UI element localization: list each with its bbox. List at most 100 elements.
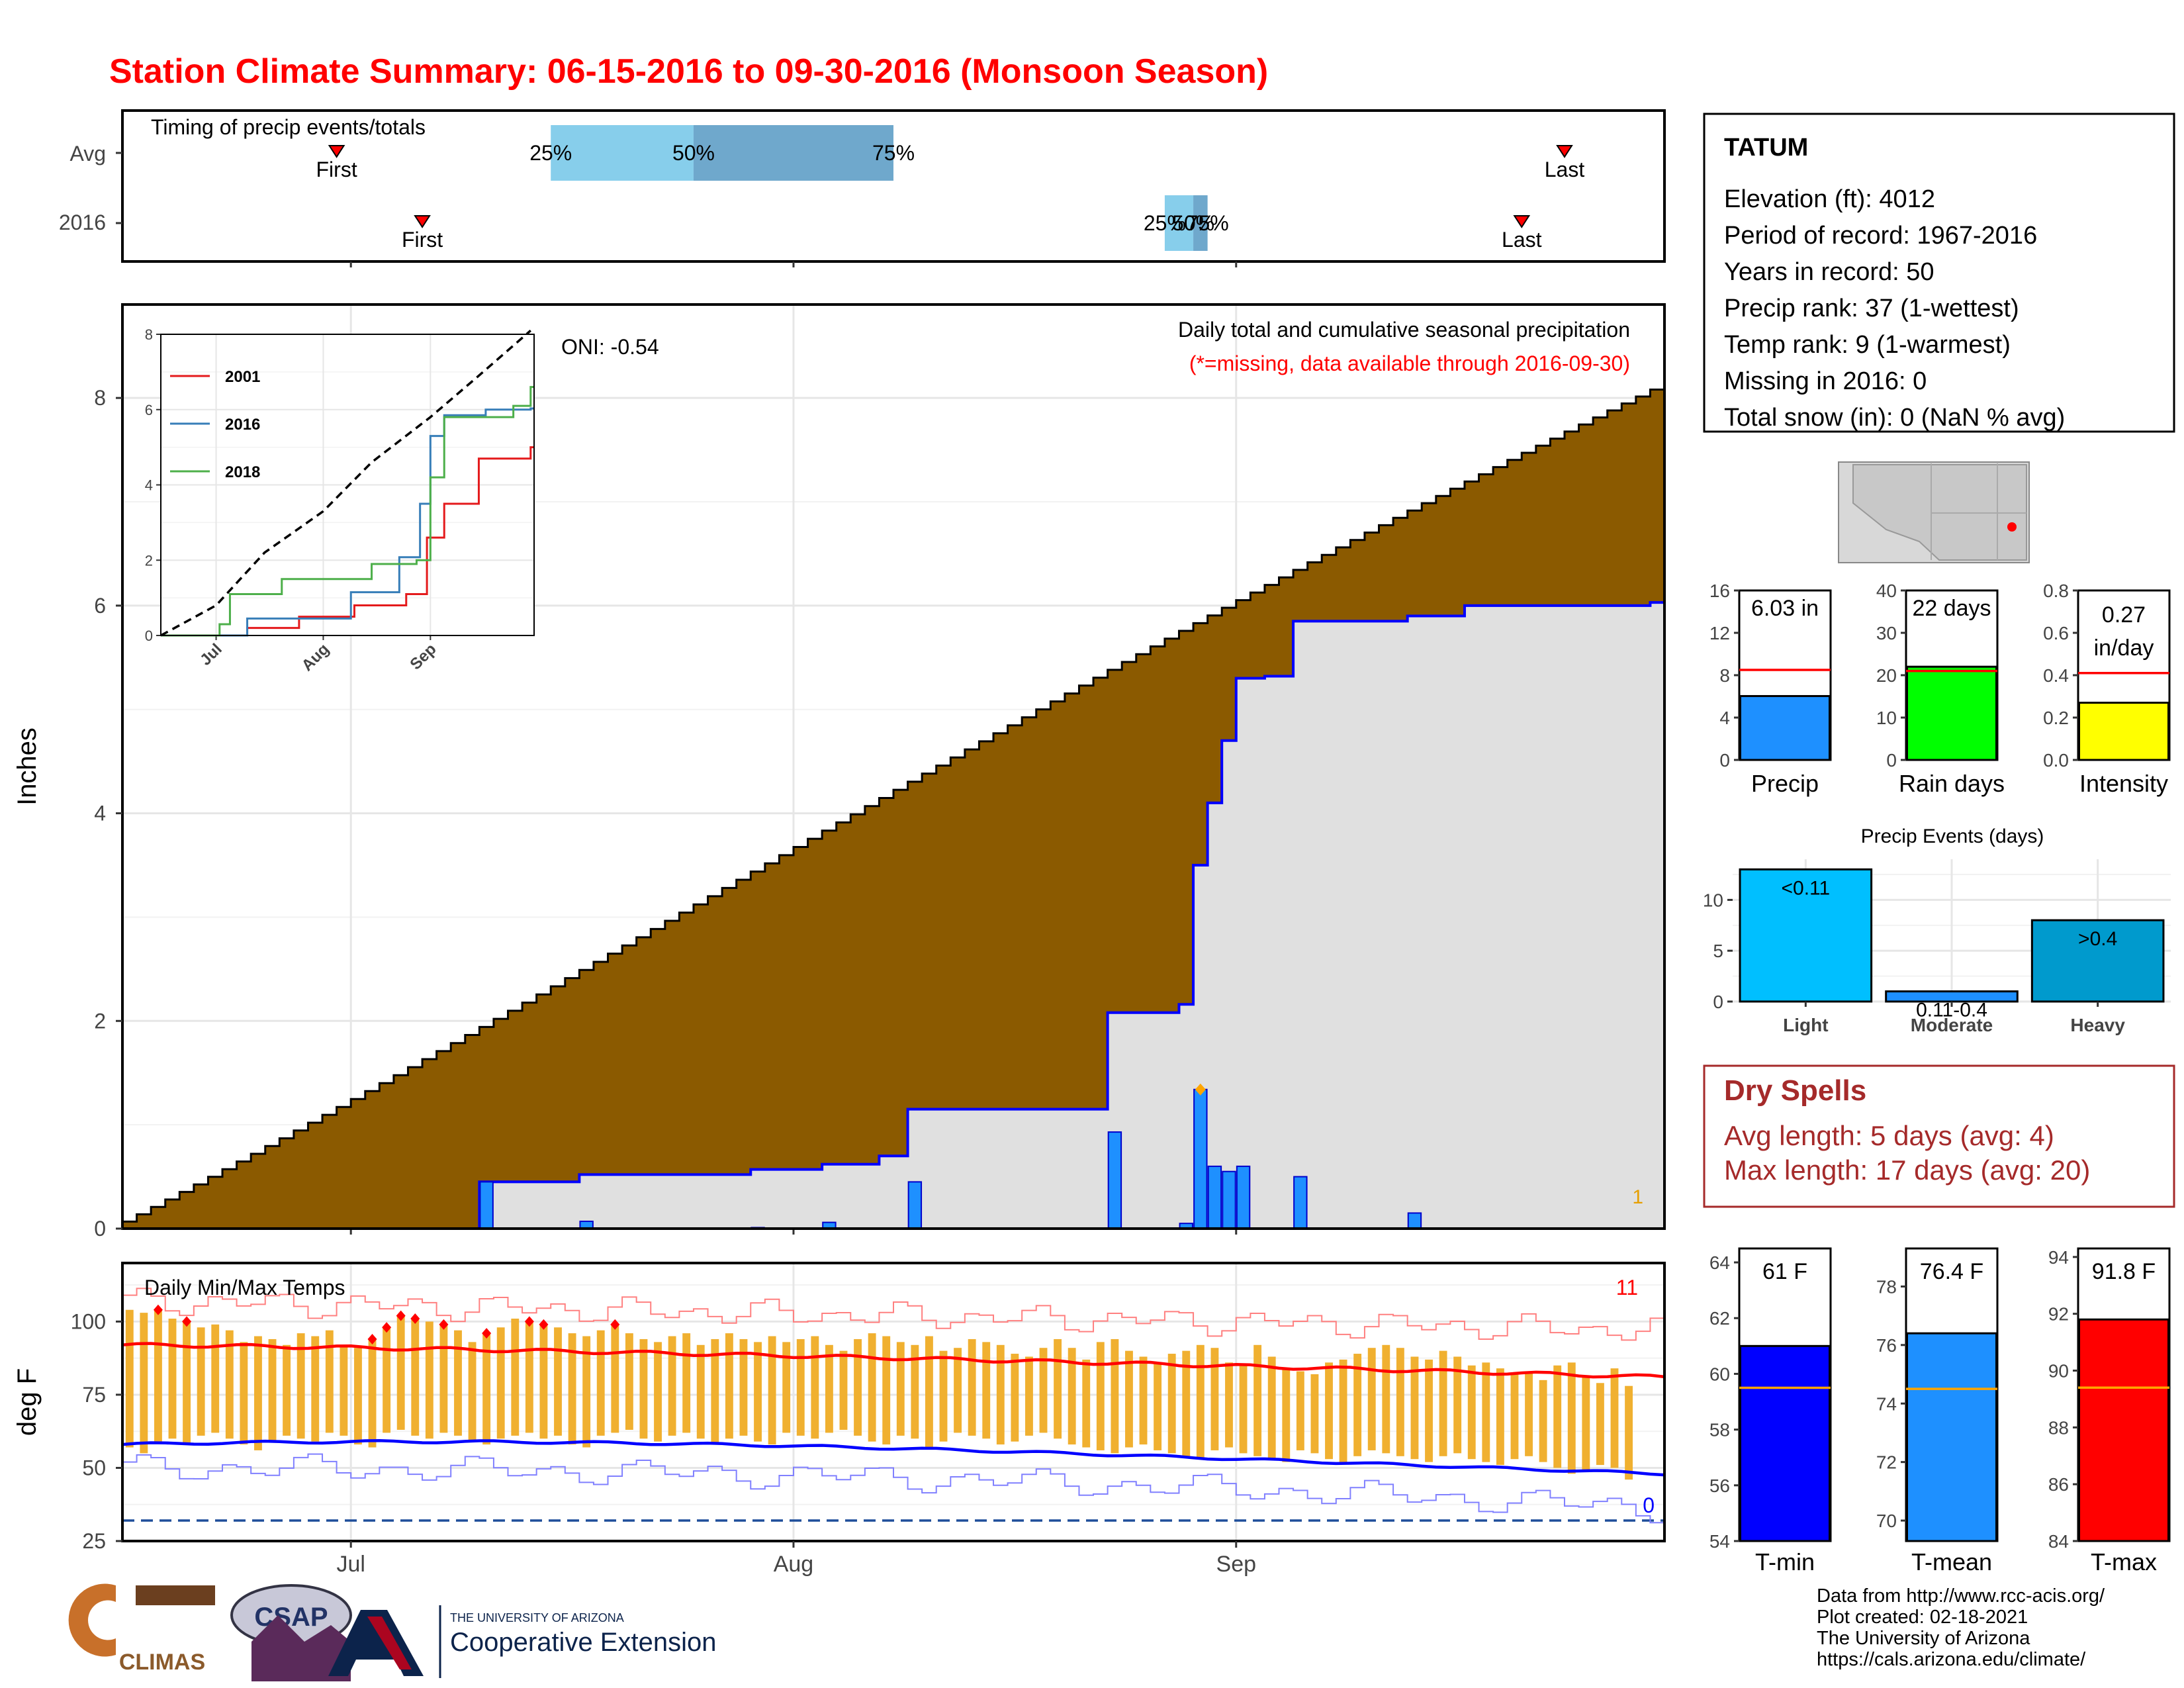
daily-temp-bar [554, 1327, 562, 1436]
inset-line-2016 [161, 407, 534, 637]
daily-temp-bar [1182, 1350, 1191, 1456]
daily-temp-bar [1225, 1362, 1233, 1448]
daily-temp-bar [639, 1338, 648, 1439]
temp-plot [122, 1288, 1665, 1524]
daily-precip-bar [1207, 1165, 1222, 1230]
summary-ytick-label: 10 [1876, 708, 1897, 728]
footer-line-plot-created: Plot created: 02-18-2021 [1817, 1607, 2028, 1628]
daily-temp-bar [725, 1333, 733, 1439]
daily-temp-bar [1539, 1380, 1547, 1462]
record-high-marker [182, 1316, 192, 1327]
timing-last-label: Last [1545, 158, 1585, 181]
csap-mountains [251, 1615, 351, 1681]
daily-temp-bar [1625, 1385, 1633, 1480]
precip-ytick-label: 2 [94, 1009, 106, 1033]
ua-logo: THE UNIVERSITY OF ARIZONA Cooperative Ex… [328, 1605, 716, 1678]
daily-temp-bar [482, 1333, 491, 1445]
record-low-envelope [122, 1453, 1664, 1524]
daily-temp-bar [254, 1336, 262, 1450]
summary-ytick-label: 0 [1719, 750, 1730, 771]
timing-first-label: First [316, 158, 357, 181]
precip-panel-subtitle: (*=missing, data available through 2016-… [1189, 352, 1630, 375]
record-low-count: 0 [1643, 1493, 1655, 1517]
daily-temp-bar [1039, 1348, 1048, 1433]
temp-summary-value-label: 61 F [1762, 1259, 1807, 1284]
temp-ytick-label: 75 [82, 1383, 106, 1407]
record-high-marker [382, 1322, 392, 1333]
temp-summary-category-label: T-max [2091, 1548, 2157, 1575]
record-high-marker [153, 1304, 163, 1315]
daily-temp-bar [454, 1330, 462, 1436]
timing-last-marker [1513, 215, 1531, 228]
daily-temp-bar [782, 1342, 791, 1433]
precip-panel-frame [121, 303, 1666, 1230]
dry-spells-title: Dry Spells [1724, 1074, 1866, 1107]
daily-temp-bar [1496, 1368, 1504, 1466]
cumulative-2016-area [122, 602, 1664, 1229]
record-high-marker [396, 1310, 406, 1321]
dry-spells-max: Max length: 17 days (avg: 20) [1724, 1154, 2090, 1186]
inset-legend-label: 2018 [225, 463, 260, 481]
temp-summary-bar [1906, 1332, 1997, 1542]
summary-category-label: Intensity [2079, 770, 2168, 797]
daily-temp-bar [125, 1309, 134, 1448]
timing-last-label: Last [1502, 228, 1542, 252]
daily-temp-bar [439, 1324, 448, 1433]
daily-temp-bar [1239, 1365, 1248, 1454]
daily-temp-bar [140, 1313, 148, 1454]
daily-temp-bar [568, 1333, 576, 1445]
daily-temp-bar [1267, 1356, 1276, 1460]
daily-temp-bar [368, 1338, 377, 1448]
inset-frame [160, 334, 535, 636]
record-high-marker [539, 1319, 549, 1330]
temp-ylabel: deg F [13, 1368, 42, 1436]
precip-events-chart: Precip Events (days) 0510<0.11Light0.11-… [1703, 825, 2171, 1035]
events-ytick-label: 5 [1713, 941, 1723, 961]
temp-summary-ytick-label: 84 [2048, 1531, 2069, 1552]
summary-ytick-label: 0.0 [2043, 750, 2069, 771]
csap-logo-text: CSAP [254, 1603, 328, 1632]
timing-bar-50-75 [693, 125, 893, 181]
timing-first-marker [328, 145, 345, 158]
ua-university-text: THE UNIVERSITY OF ARIZONA [450, 1611, 624, 1624]
events-ytick-label: 0 [1713, 992, 1723, 1012]
temp-summary-category-label: T-min [1755, 1548, 1815, 1575]
daily-temp-bar [1610, 1368, 1619, 1468]
daily-temp-bar [197, 1327, 205, 1436]
daily-temp-bar [1525, 1371, 1533, 1456]
temp-summary-ytick-label: 78 [1876, 1276, 1897, 1297]
footer-line-university: The University of Arizona [1817, 1628, 2030, 1649]
record-high-marker [610, 1319, 620, 1330]
temp-summary-ytick-label: 92 [2048, 1304, 2069, 1325]
avg-tmin-line [122, 1438, 1665, 1477]
temp-summary-ytick-label: 74 [1876, 1393, 1897, 1414]
footer-line-data-source: Data from http://www.rcc-acis.org/ [1817, 1585, 2105, 1607]
temp-summary-bar [1739, 1344, 1831, 1542]
daily-temp-bar [682, 1333, 691, 1433]
station-elevation: Elevation (ft): 4012 [1724, 185, 1935, 213]
daily-temp-bar [1325, 1362, 1333, 1460]
missing-count: 1 [1632, 1186, 1643, 1208]
timing-p50-label: 50% [672, 141, 715, 165]
summary-ytick-label: 0.4 [2043, 665, 2069, 686]
daily-temp-bar [739, 1338, 748, 1436]
daily-precip-bar [1107, 1131, 1122, 1230]
daily-temp-bar [996, 1344, 1005, 1445]
timing-bar-25-50 [1164, 195, 1194, 251]
daily-temp-bar [1482, 1362, 1490, 1462]
timing-first-label: First [402, 228, 443, 252]
oni-label: ONI: -0.54 [561, 335, 659, 359]
daily-temp-bar [340, 1344, 348, 1436]
daily-temp-bar [696, 1344, 705, 1439]
daily-precip-bar [1222, 1170, 1236, 1230]
record-high-marker [410, 1313, 420, 1324]
timing-p75-label: 75% [1187, 211, 1229, 235]
locator-map [1838, 461, 2030, 563]
csap-logo: CSAP [230, 1584, 352, 1681]
daily-temp-bar [1082, 1359, 1091, 1448]
summary-ytick-label: 0.6 [2043, 623, 2069, 643]
avg-tmax-line [122, 1342, 1665, 1379]
